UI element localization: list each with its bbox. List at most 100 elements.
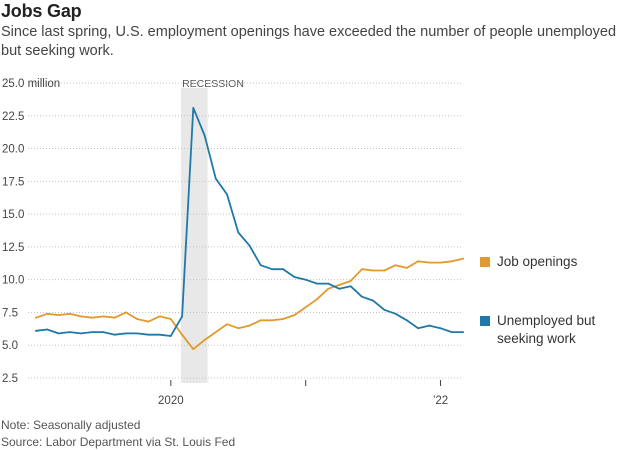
data-point-openings — [113, 316, 116, 319]
data-point-unemployed — [57, 332, 60, 335]
data-point-unemployed — [462, 331, 464, 334]
data-point-openings — [68, 312, 71, 315]
data-point-openings — [271, 319, 273, 322]
data-point-openings — [158, 315, 161, 318]
data-point-unemployed — [102, 331, 105, 334]
data-point-unemployed — [316, 282, 318, 285]
recession-band — [181, 88, 208, 383]
y-tick-label: 25.0 million — [2, 78, 60, 90]
data-point-unemployed — [113, 333, 116, 336]
data-point-openings — [259, 319, 262, 322]
data-point-unemployed — [327, 282, 330, 285]
legend-label: Job openings — [497, 254, 578, 269]
data-point-unemployed — [304, 278, 307, 281]
data-point-unemployed — [271, 268, 273, 271]
data-point-openings — [248, 324, 251, 327]
data-point-unemployed — [91, 331, 94, 334]
x-axis-ticks: 2020 ’22 — [158, 380, 448, 407]
data-point-unemployed — [338, 287, 341, 290]
data-point-unemployed — [237, 231, 240, 234]
y-tick-label: 15.0 — [2, 209, 24, 221]
y-tick-label: 12.5 — [2, 242, 24, 254]
data-point-openings — [57, 314, 60, 316]
series-line-openings — [35, 257, 464, 351]
data-point-unemployed — [169, 335, 172, 337]
x-tick-label: ’22 — [433, 395, 448, 407]
data-point-openings — [405, 266, 408, 269]
data-point-unemployed — [147, 333, 150, 336]
data-point-openings — [46, 312, 49, 315]
data-point-openings — [316, 298, 318, 301]
data-point-unemployed — [428, 324, 431, 327]
data-point-openings — [169, 318, 172, 320]
data-point-openings — [383, 269, 386, 272]
data-point-unemployed — [439, 327, 442, 330]
data-point-unemployed — [417, 327, 419, 330]
legend-swatch-openings — [480, 257, 490, 267]
y-tick-label: 20.0 — [2, 144, 24, 156]
data-point-openings — [124, 311, 127, 314]
y-tick-label: 7.5 — [2, 307, 18, 319]
data-point-openings — [349, 280, 352, 282]
data-point-openings — [35, 316, 37, 319]
footnote: Note: Seasonally adjusted — [1, 418, 141, 432]
data-point-openings — [282, 318, 285, 320]
recession-band-layer: RECESSION — [181, 78, 244, 383]
data-point-unemployed — [124, 332, 127, 335]
data-point-unemployed — [68, 331, 71, 334]
x-tick-label: 2020 — [158, 395, 184, 407]
y-tick-label: 5.0 — [2, 340, 18, 352]
data-point-unemployed — [248, 244, 251, 247]
data-point-openings — [327, 287, 330, 290]
data-point-openings — [214, 331, 217, 334]
data-point-openings — [450, 260, 453, 263]
data-point-openings — [338, 284, 341, 286]
data-point-unemployed — [383, 308, 386, 311]
y-tick-label: 22.5 — [2, 111, 24, 123]
data-point-unemployed — [349, 285, 352, 288]
line-chart: RECESSION 25.0 million 22.5 20.0 17.5 15.0 12… — [2, 78, 464, 407]
recession-label: RECESSION — [182, 78, 244, 90]
data-point-openings — [394, 264, 397, 267]
data-point-unemployed — [192, 107, 195, 109]
legend-swatch-unemployed — [480, 316, 490, 326]
chart-title: Jobs Gap — [1, 1, 82, 21]
data-point-unemployed — [46, 328, 49, 331]
y-tick-label: 2.5 — [2, 373, 18, 385]
data-point-openings — [360, 268, 363, 271]
series-lines — [35, 107, 464, 351]
data-point-unemployed — [158, 333, 161, 336]
y-tick-label: 10.0 — [2, 275, 24, 287]
data-point-unemployed — [181, 315, 183, 318]
data-point-unemployed — [35, 329, 37, 332]
y-tick-label: 17.5 — [2, 176, 24, 188]
data-point-unemployed — [214, 177, 217, 180]
data-point-openings — [181, 333, 183, 336]
chart-subtitle: Since last spring, U.S. employment openi… — [1, 24, 617, 59]
data-point-openings — [372, 269, 375, 272]
data-point-openings — [147, 320, 150, 323]
data-point-unemployed — [80, 332, 82, 335]
data-point-unemployed — [203, 134, 206, 137]
data-point-unemployed — [293, 276, 296, 278]
data-point-openings — [203, 339, 206, 341]
data-point-openings — [102, 315, 105, 318]
data-point-openings — [237, 327, 240, 330]
data-point-openings — [417, 260, 419, 263]
data-point-unemployed — [372, 299, 375, 302]
legend-label: Unemployed but seeking work — [497, 313, 596, 346]
data-point-openings — [462, 257, 464, 260]
data-point-openings — [136, 318, 139, 320]
data-point-openings — [304, 306, 307, 309]
data-point-openings — [428, 261, 431, 264]
data-point-openings — [91, 316, 94, 319]
data-point-unemployed — [226, 193, 228, 196]
data-point-unemployed — [405, 319, 408, 322]
data-point-unemployed — [282, 268, 285, 271]
data-point-openings — [226, 323, 228, 326]
data-point-unemployed — [394, 312, 397, 315]
series-line-unemployed — [35, 107, 464, 337]
source-line: Source: Labor Department via St. Louis F… — [1, 435, 236, 449]
data-point-unemployed — [450, 331, 453, 334]
data-point-openings — [192, 348, 195, 351]
